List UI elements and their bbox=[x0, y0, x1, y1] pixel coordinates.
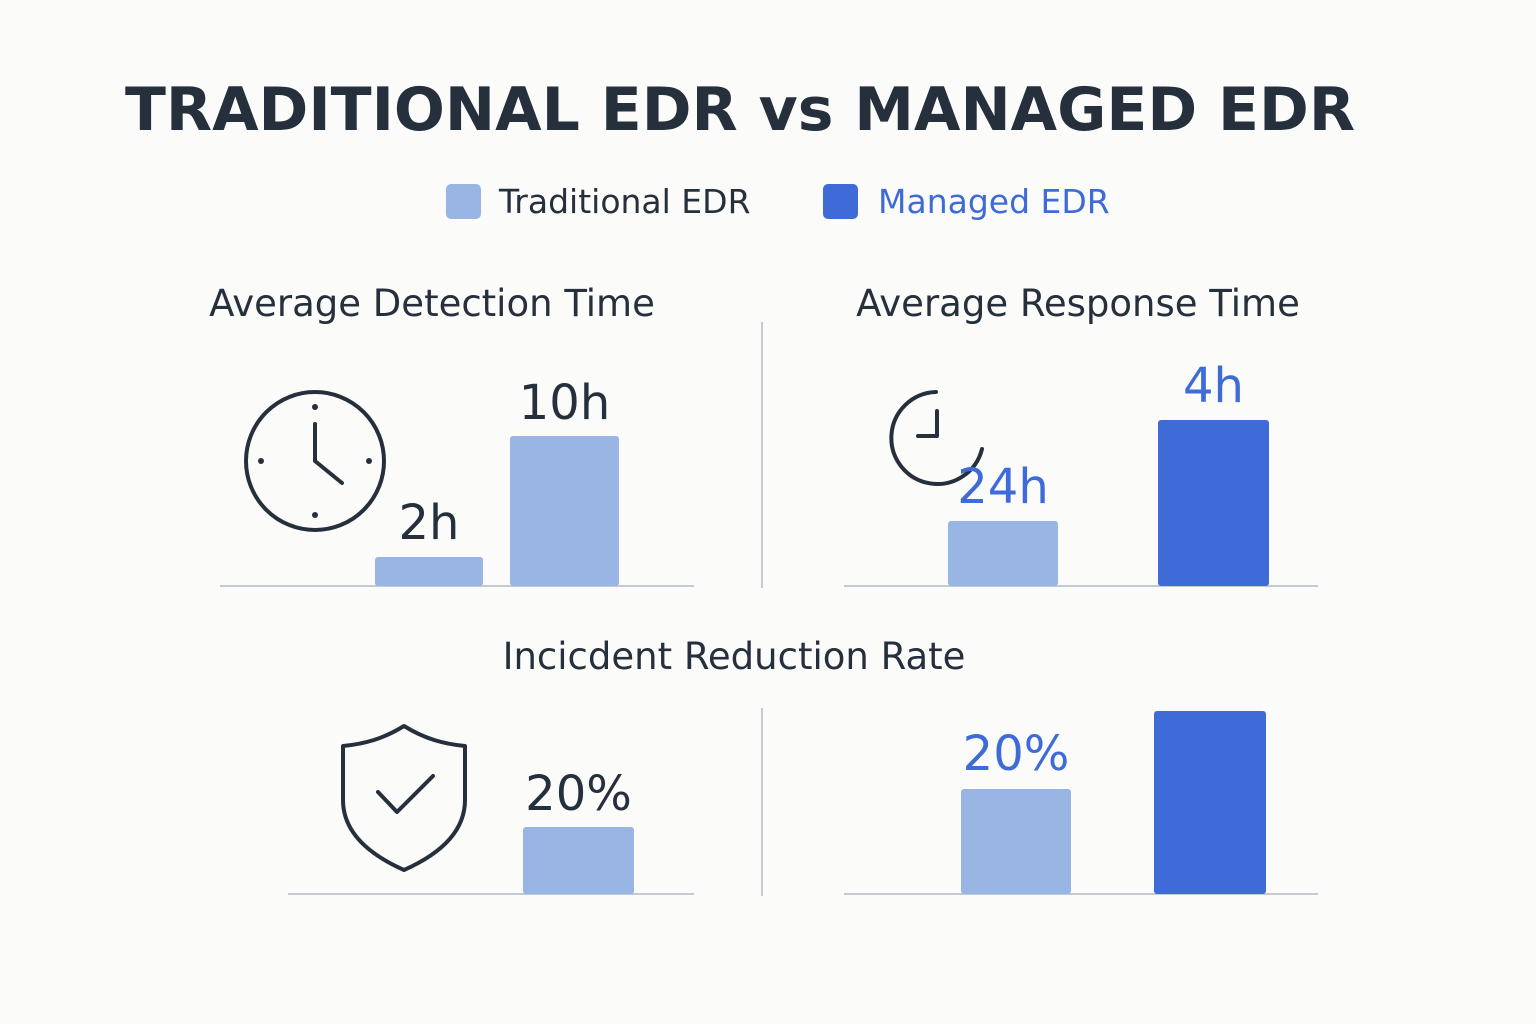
panel-title-incident: Incicdent Reduction Rate bbox=[503, 635, 966, 678]
bar-panel2-0 bbox=[523, 827, 634, 894]
value-label-panel2-0: 20% bbox=[525, 766, 632, 822]
bar-panel0-1 bbox=[510, 436, 619, 586]
value-label-panel1-1: 4h bbox=[1183, 358, 1244, 414]
legend-swatch-traditional bbox=[446, 184, 481, 219]
timer-icon bbox=[889, 390, 984, 486]
value-label-panel3-0: 20% bbox=[963, 726, 1070, 782]
clock-icon bbox=[244, 390, 386, 532]
bars-layer: 2h 10h 24h 4h 20% 20% bbox=[375, 358, 1269, 894]
panel-title-detection: Average Detection Time bbox=[209, 282, 655, 325]
bar-panel3-1 bbox=[1154, 711, 1266, 894]
legend-swatch-managed bbox=[823, 184, 858, 219]
panel-title-response: Average Response Time bbox=[856, 282, 1300, 325]
legend-label-traditional: Traditional EDR bbox=[498, 182, 751, 221]
bar-panel1-0 bbox=[948, 521, 1058, 586]
value-label-panel0-0: 2h bbox=[399, 495, 460, 551]
value-label-panel0-1: 10h bbox=[519, 375, 611, 431]
bar-panel1-1 bbox=[1158, 420, 1269, 586]
legend: Traditional EDR Managed EDR bbox=[446, 182, 1110, 221]
bar-panel3-0 bbox=[961, 789, 1071, 894]
bar-panel0-0 bbox=[375, 557, 483, 586]
value-label-panel1-0: 24h bbox=[957, 459, 1049, 515]
legend-label-managed: Managed EDR bbox=[878, 182, 1110, 221]
shield-check-icon bbox=[341, 724, 467, 872]
chart-title: TRADITIONAL EDR vs MANAGED EDR bbox=[125, 75, 1355, 145]
